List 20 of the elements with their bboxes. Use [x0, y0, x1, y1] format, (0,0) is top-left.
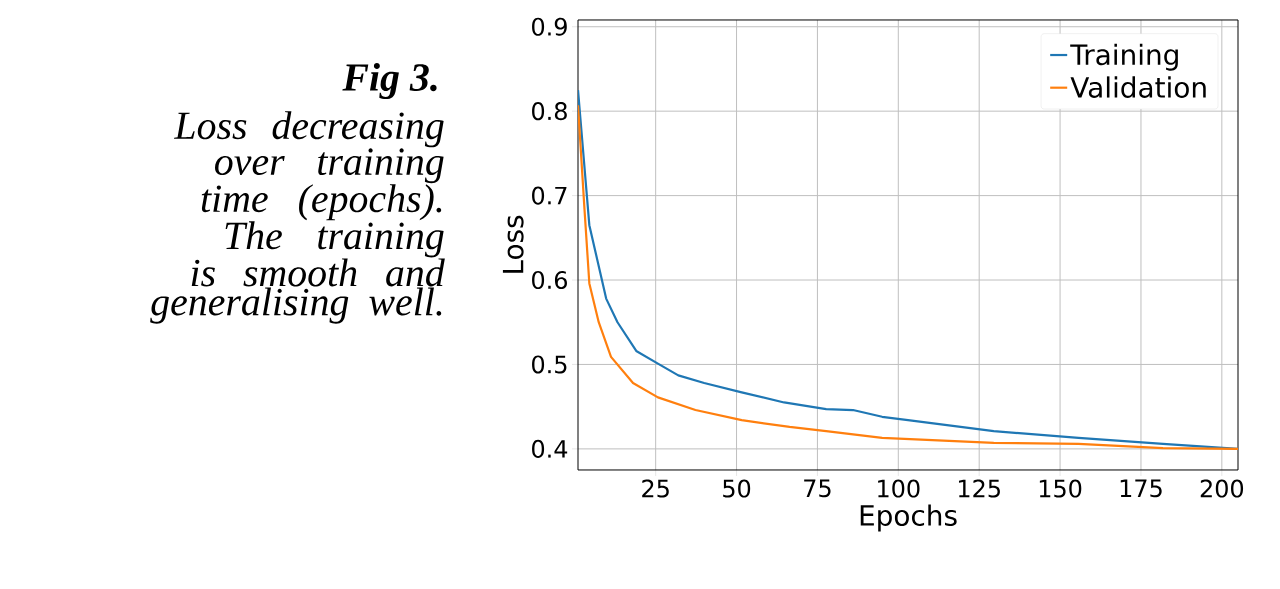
y-tick-label: 0.7 [532, 186, 567, 205]
x-tick-label: 75 [804, 479, 831, 498]
x-tick-label: 100 [878, 479, 920, 498]
y-tick-label: 0.6 [532, 270, 567, 290]
x-tick-label: 150 [1039, 479, 1082, 498]
legend-label: Training [1070, 43, 1178, 71]
y-tick-label: 0.4 [532, 439, 568, 458]
text: Loss decreasing over training time (epochs). The training is smooth and generalising well. [150, 111, 445, 324]
legend-label: Validation [1070, 76, 1206, 98]
x-tick-label: 50 [723, 479, 751, 498]
x-tick-label: 125 [959, 479, 1000, 498]
x-tick-label: 175 [1120, 479, 1162, 498]
x-tick-label: 25 [642, 479, 669, 498]
text: Fig 3. [342, 62, 437, 100]
y-axis-title: Loss [502, 215, 524, 273]
y-tick-label: 0.5 [532, 355, 567, 374]
y-tick-label: 0.9 [532, 17, 567, 36]
y-tick-label: 0.8 [532, 102, 567, 121]
x-tick-label: 200 [1200, 479, 1244, 498]
x-axis-title: Epochs [860, 504, 957, 532]
